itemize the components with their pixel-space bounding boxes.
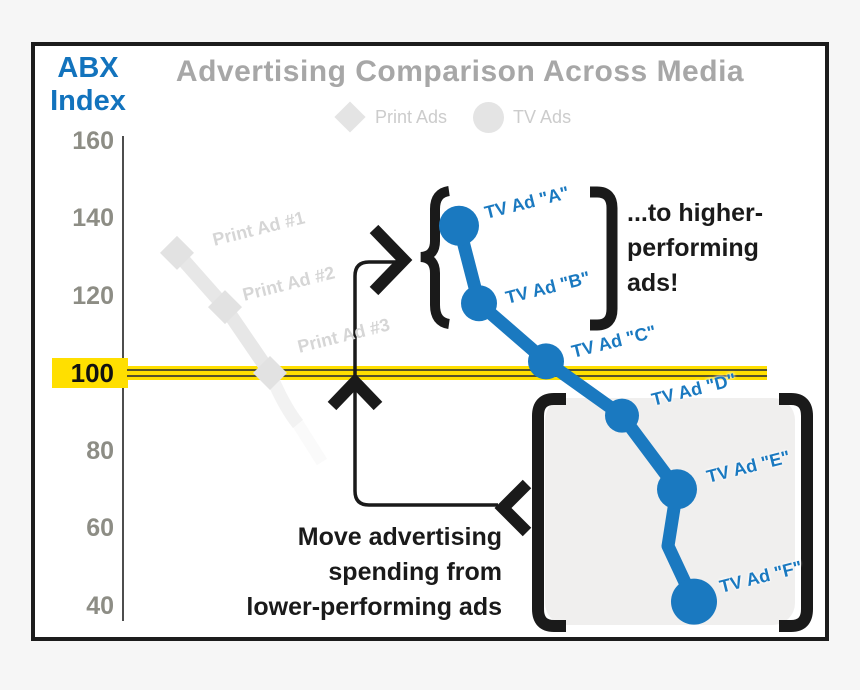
arrowhead-left-icon [494,479,532,537]
y-tick-label: 100 [70,358,114,388]
annotation-higher-line2: performing [627,234,759,262]
y-tick-label: 120 [72,281,114,310]
chart-title: Advertising Comparison Across Media [175,55,745,88]
annotation-move-line3: lower-performing ads [246,593,502,621]
annotation-higher-performing: ...to higher- performing ads! [627,196,763,301]
arrowhead-right-icon [369,224,413,296]
annotation-higher-line3: ads! [627,269,679,297]
y-tick-label: 160 [72,126,114,155]
upper-group-left-brace [420,186,451,329]
annotation-higher-line1: ...to higher- [627,199,764,227]
lower-group-left-bracket [532,393,566,632]
reference-100-band [127,366,767,380]
y-axis-title: ABX Index [38,52,138,118]
print-ads-diamond-icon [334,101,366,133]
y-tick-label: 40 [86,591,114,620]
reference-100-highlight [52,358,128,388]
reference-100-rule [127,369,767,377]
y-tick-label: 60 [86,514,114,542]
annotation-move-spending: Move advertising spending from lower-per… [180,520,502,625]
upper-group-right-bracket [590,186,618,331]
annotation-move-line2: spending from [328,558,502,586]
legend: Print Ads TV Ads [334,100,572,134]
lower-group-right-bracket [779,393,813,632]
arrowhead-up-icon [327,373,383,411]
tv-ads-circle-icon [473,101,505,133]
y-tick-label: 140 [72,204,114,232]
legend-label-print-ads: Print Ads [375,106,448,127]
legend-label-tv-ads: TV Ads [513,106,572,127]
y-tick-label: 80 [86,436,114,465]
y-axis-title-line2: Index [50,85,126,117]
annotation-move-line1: Move advertising [297,523,502,551]
y-axis-title-line1: ABX [57,52,119,84]
